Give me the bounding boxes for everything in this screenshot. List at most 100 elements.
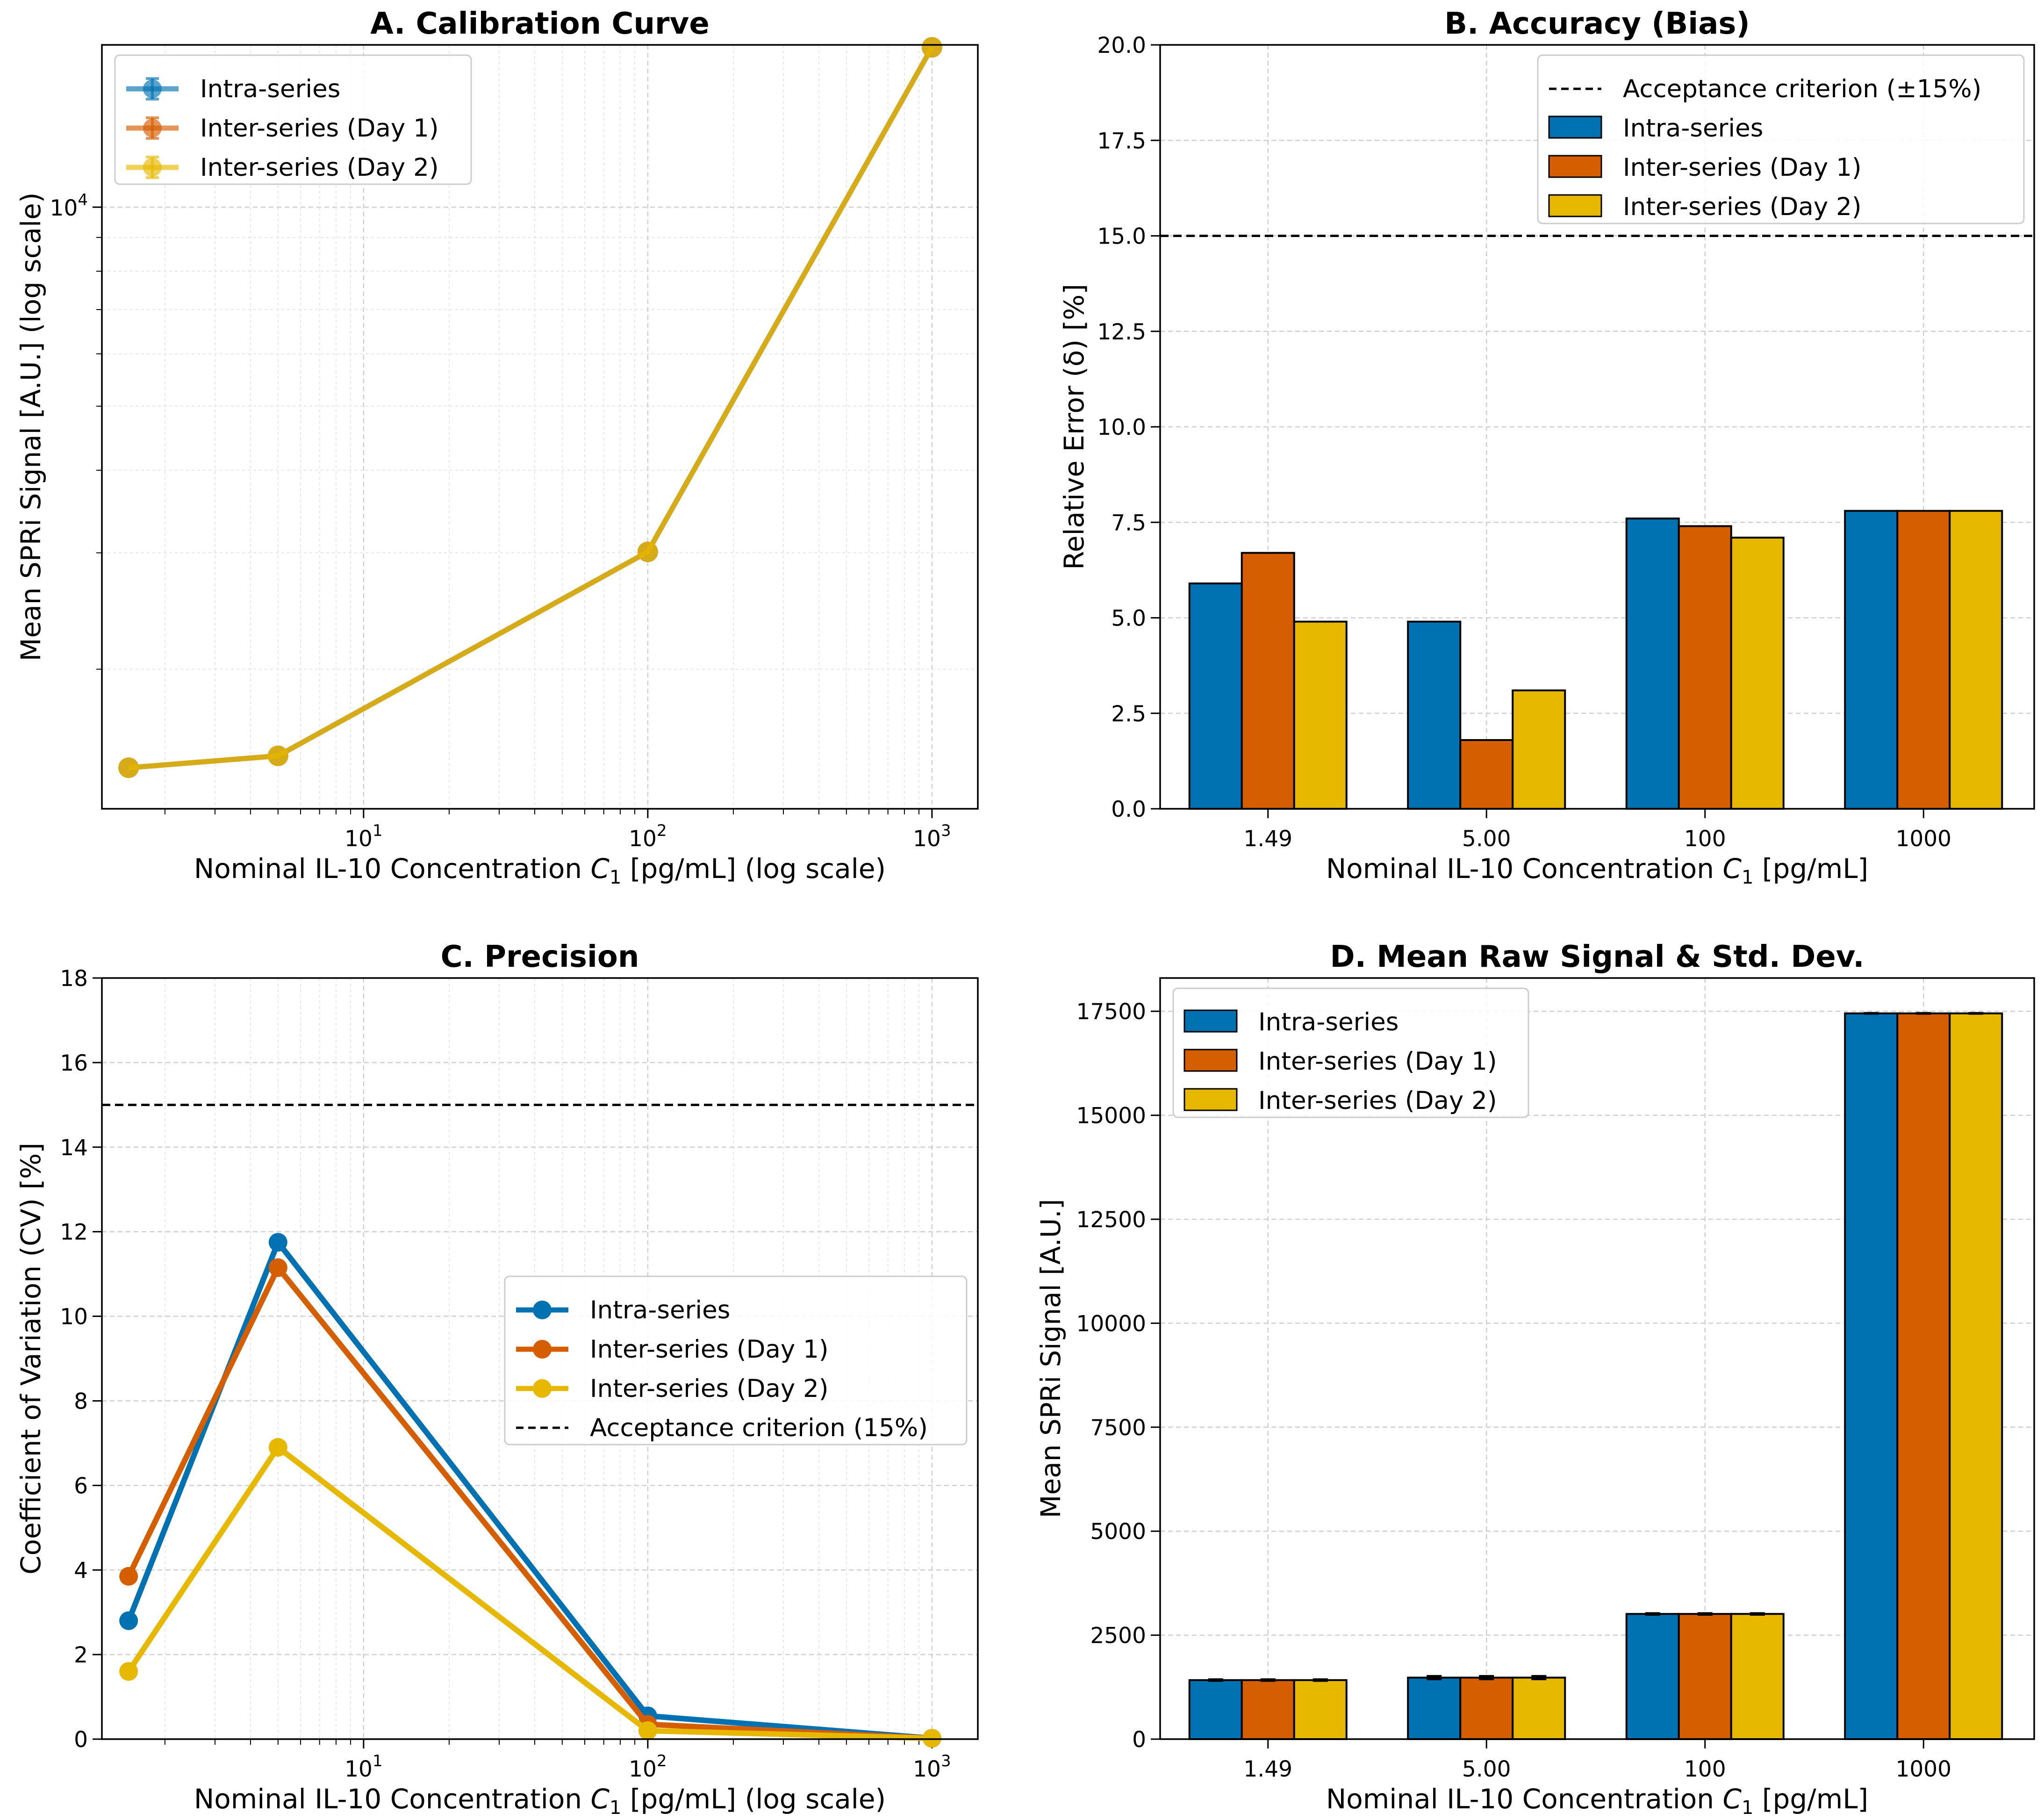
bar	[1678, 525, 1732, 810]
x-tick-label: 101	[344, 1752, 382, 1782]
data-point	[921, 37, 942, 58]
x-tick-label: 5.00	[1462, 1756, 1511, 1782]
y-tick-label: 10000	[1076, 1311, 1146, 1337]
y-tick-label: 10.0	[1097, 415, 1146, 440]
plot-frame	[101, 44, 979, 810]
legend-label: Intra-series	[1623, 114, 1763, 143]
y-tick-label: 4	[74, 1558, 88, 1583]
bar	[1730, 1613, 1785, 1740]
legend-label: Acceptance criterion (±15%)	[1623, 75, 1981, 103]
x-tick-label: 1000	[1895, 826, 1951, 852]
bar	[1188, 582, 1243, 810]
y-tick-label: 0	[1132, 1727, 1146, 1753]
legend-label: Inter-series (Day 1)	[1623, 153, 1862, 182]
y-tick-label: 18	[60, 966, 88, 992]
bar	[1949, 510, 2003, 810]
data-point	[119, 1567, 138, 1586]
data-point	[119, 1662, 138, 1681]
legend-swatch	[1548, 155, 1602, 178]
bar	[1459, 739, 1514, 810]
series-line	[126, 1239, 932, 1741]
bar	[1896, 510, 1951, 810]
y-tick-label: 10	[60, 1304, 88, 1330]
data-point	[268, 1438, 287, 1457]
legend: Intra-series Inter-series (Day 1) Inter-se…	[504, 1275, 968, 1446]
y-axis-label: Coefficient of Variation (CV) [%]	[15, 1143, 47, 1575]
legend-swatch	[1183, 1088, 1238, 1111]
y-tick-label: 0.0	[1111, 797, 1146, 822]
x-tick-label: 103	[913, 821, 951, 852]
y-tick-label: 7.5	[1111, 510, 1146, 536]
y-tick-label: 6	[74, 1473, 88, 1499]
bar	[1896, 1012, 1951, 1740]
y-tick-label: 2.5	[1111, 701, 1146, 727]
panel-title: A. Calibration Curve	[370, 7, 709, 41]
bar	[1844, 1012, 1899, 1740]
legend-label: Inter-series (Day 2)	[200, 153, 439, 182]
bar	[1844, 510, 1899, 810]
x-tick-label: 1.49	[1243, 1756, 1292, 1782]
legend-label: Inter-series (Day 1)	[590, 1335, 829, 1364]
x-axis-label: Nominal IL-10 Concentration C1 [pg/mL] (…	[194, 1783, 886, 1819]
legend-label: Inter-series (Day 2)	[1623, 193, 1862, 221]
x-tick-label: 102	[629, 821, 667, 852]
x-tick-label: 5.00	[1462, 826, 1511, 852]
legend-swatch	[1183, 1009, 1238, 1033]
series-line	[128, 46, 934, 770]
plot-frame	[1159, 44, 2035, 810]
legend: Intra-series Inter-series (Day 1) Inter-se…	[114, 54, 472, 185]
y-tick-label: 15000	[1076, 1103, 1146, 1129]
bar	[1512, 689, 1566, 810]
bar	[1949, 1012, 2003, 1740]
bar	[1188, 1679, 1243, 1740]
y-tick-label: 0	[74, 1727, 88, 1753]
x-tick-label: 1.49	[1243, 826, 1292, 852]
legend-label: Inter-series (Day 2)	[1258, 1086, 1497, 1115]
y-tick-label: 12.5	[1097, 319, 1146, 345]
legend-marker	[143, 158, 162, 177]
panel-a: 101 102 103 104 A. Calibration Curve Nominal …	[15, 7, 979, 888]
legend-swatch	[1548, 115, 1602, 139]
y-tick-label: 104	[50, 191, 88, 221]
y-tick-label: 17.5	[1097, 128, 1146, 154]
bar	[1512, 1676, 1566, 1740]
legend-swatch	[1548, 194, 1602, 217]
x-tick-label: 100	[1684, 826, 1726, 852]
y-tick-label: 5000	[1090, 1519, 1146, 1545]
legend-frame	[1537, 54, 2025, 224]
y-tick-label: 8	[74, 1388, 88, 1414]
x-axis-label: Nominal IL-10 Concentration C1 [pg/mL] (…	[194, 853, 886, 888]
y-tick-label: 7500	[1090, 1415, 1146, 1441]
legend-marker	[533, 1379, 552, 1398]
data-point	[637, 541, 658, 562]
legend-marker	[143, 119, 162, 137]
legend-label: Intra-series	[590, 1296, 730, 1324]
panel-d: 0 2500 5000 7500 10000 12500 15000 17500 1.49 5.0…	[1035, 940, 2035, 1819]
x-tick-label: 100	[1684, 1756, 1726, 1782]
legend-marker	[533, 1340, 552, 1359]
x-tick-label: 101	[344, 821, 382, 852]
data-point	[119, 1611, 138, 1630]
y-tick-label: 12	[60, 1220, 88, 1245]
legend-label: Intra-series	[200, 75, 340, 103]
legend-label: Inter-series (Day 1)	[1258, 1047, 1497, 1076]
data-point	[267, 745, 288, 766]
legend-frame	[114, 54, 472, 185]
series-line	[126, 1444, 932, 1741]
legend-marker	[143, 79, 162, 98]
data-point	[638, 1721, 657, 1740]
bar	[1730, 536, 1785, 810]
x-tick-label: 102	[629, 1752, 667, 1782]
y-tick-label: 20.0	[1097, 33, 1146, 58]
bar	[1293, 620, 1348, 810]
x-axis-label: Nominal IL-10 Concentration C1 [pg/mL]	[1326, 1783, 1868, 1819]
bar	[1407, 1676, 1462, 1740]
bar	[1625, 1613, 1680, 1740]
y-tick-label: 2500	[1090, 1623, 1146, 1649]
x-tick-label: 1000	[1895, 1756, 1951, 1782]
y-axis-label: Relative Error (δ) [%]	[1058, 284, 1090, 570]
bar	[1407, 620, 1462, 810]
data-point	[922, 1729, 941, 1748]
legend-label: Inter-series (Day 1)	[200, 114, 439, 143]
